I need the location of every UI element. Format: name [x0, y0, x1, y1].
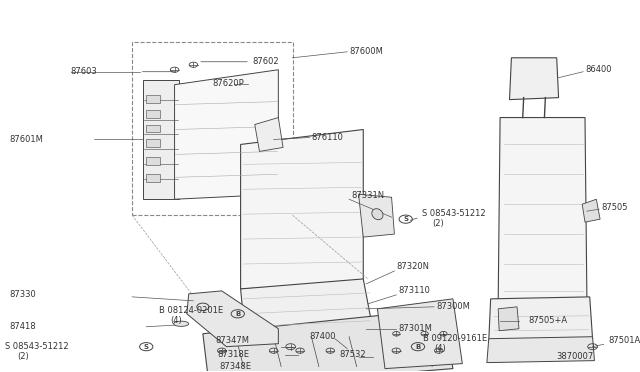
Polygon shape [147, 174, 161, 182]
Text: 87602: 87602 [253, 57, 280, 66]
Polygon shape [147, 140, 161, 147]
Text: 86400: 86400 [585, 65, 611, 74]
Text: (2): (2) [432, 219, 444, 228]
Polygon shape [489, 297, 593, 341]
Text: B 09120-9161E: B 09120-9161E [422, 334, 487, 343]
Text: 87320N: 87320N [396, 263, 429, 272]
Polygon shape [498, 307, 519, 331]
Text: S: S [144, 344, 148, 350]
Text: B: B [235, 311, 241, 317]
Text: 87505: 87505 [601, 203, 628, 212]
Polygon shape [255, 118, 283, 151]
Ellipse shape [372, 209, 383, 220]
Text: (4): (4) [170, 316, 182, 325]
Text: 87600M: 87600M [349, 47, 383, 56]
Text: 87347M: 87347M [215, 336, 249, 345]
Text: (2): (2) [17, 352, 29, 361]
Polygon shape [498, 118, 587, 301]
Polygon shape [241, 129, 364, 289]
Text: 87532: 87532 [340, 350, 366, 359]
Text: 87301M: 87301M [398, 324, 432, 333]
Text: 87331N: 87331N [351, 191, 384, 200]
Text: S 08543-51212: S 08543-51212 [4, 342, 68, 351]
Polygon shape [582, 199, 600, 222]
Polygon shape [147, 125, 161, 132]
Text: 87348E: 87348E [219, 362, 251, 371]
Text: B: B [415, 344, 420, 350]
Text: (4): (4) [434, 344, 446, 353]
Text: 87418: 87418 [10, 322, 36, 331]
Polygon shape [378, 299, 462, 369]
Text: 87330: 87330 [10, 291, 36, 299]
Text: 876110: 876110 [312, 133, 343, 142]
Text: 87318E: 87318E [217, 350, 249, 359]
Polygon shape [203, 309, 453, 372]
Polygon shape [147, 110, 161, 118]
Text: 87601M: 87601M [10, 135, 44, 144]
Text: B 08124-0201E: B 08124-0201E [159, 306, 223, 315]
Polygon shape [147, 157, 161, 166]
Text: 87300M: 87300M [436, 302, 470, 311]
Polygon shape [143, 80, 179, 199]
Text: 87400: 87400 [310, 332, 336, 341]
Text: 87501A: 87501A [609, 336, 640, 345]
Text: 3870007: 3870007 [557, 352, 594, 361]
Text: S 08543-51212: S 08543-51212 [422, 209, 485, 218]
Ellipse shape [173, 321, 189, 326]
Text: 87505+A: 87505+A [529, 316, 568, 325]
Polygon shape [147, 94, 161, 103]
Bar [132, 42, 292, 215]
Polygon shape [187, 291, 278, 347]
Polygon shape [487, 337, 595, 363]
Text: 873110: 873110 [398, 286, 430, 295]
Polygon shape [358, 194, 394, 237]
Text: S: S [403, 216, 408, 222]
Polygon shape [241, 279, 372, 339]
Polygon shape [509, 58, 559, 100]
Text: 87620P: 87620P [212, 79, 244, 88]
Text: 87603: 87603 [71, 67, 97, 76]
Polygon shape [241, 327, 378, 359]
Polygon shape [175, 70, 278, 199]
